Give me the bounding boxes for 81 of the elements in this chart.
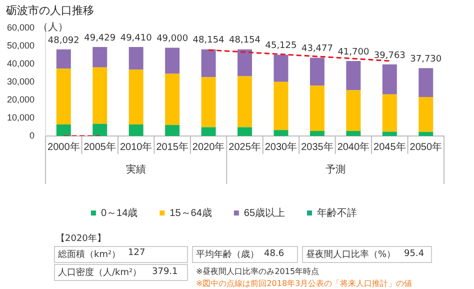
chart-title: 砺波市の人口推移 <box>6 3 94 18</box>
text: 実績 <box>126 164 146 176</box>
bar <box>382 94 397 132</box>
x-tick-label: 2030年 <box>264 140 298 153</box>
y-tick-label: 0 <box>30 130 35 140</box>
x-tick-label: 2010年 <box>120 140 152 153</box>
bar <box>56 68 71 124</box>
bar <box>238 127 252 136</box>
bar <box>165 125 180 136</box>
x-tick-label: 2015年 <box>156 140 188 153</box>
legend-label: 年齢不詳 <box>317 206 358 219</box>
bar <box>165 48 180 74</box>
bar <box>92 67 108 124</box>
total-label: 49,410 <box>120 33 152 44</box>
text: 昼夜間人口比率（%） <box>306 248 396 261</box>
total-label: 48,154 <box>192 36 225 46</box>
x-tick-label: 2020年 <box>192 140 225 153</box>
bar <box>346 90 361 131</box>
bar <box>165 74 180 126</box>
text: 48.6 <box>264 249 284 259</box>
bar <box>418 132 434 136</box>
text: ※図中の点線は前回2018年3月公表の「将来人口推計」の値 <box>196 278 412 289</box>
legend-label: 0～14歳 <box>100 206 138 219</box>
x-tick-label: 2025年 <box>228 140 261 153</box>
y-axis-title: （人） <box>38 21 68 34</box>
y-tick-label: 50,000 <box>6 40 35 50</box>
bar <box>310 86 324 131</box>
text: 379.1 <box>152 267 178 277</box>
total-label: 48,154 <box>229 36 261 46</box>
bar <box>382 64 397 94</box>
bar <box>201 77 216 128</box>
total-label: 41,700 <box>338 47 370 58</box>
text: 平均年齢（歳） <box>196 248 259 261</box>
total-label: 39,763 <box>374 50 406 61</box>
total-label: 37,730 <box>410 54 442 64</box>
bar <box>238 49 252 76</box>
bar <box>382 132 397 136</box>
bar <box>418 96 434 132</box>
total-label: 48,092 <box>48 36 80 46</box>
bar <box>56 124 71 136</box>
total-label: 49,000 <box>156 34 188 44</box>
bar <box>56 49 71 69</box>
bar <box>128 124 144 136</box>
x-tick-label: 2000年 <box>48 140 80 153</box>
bar <box>128 47 144 70</box>
x-tick-label: 2040年 <box>337 140 370 153</box>
y-tick-label: 40,000 <box>6 58 35 68</box>
x-tick-label: 2050年 <box>410 140 442 153</box>
bar <box>128 70 144 124</box>
total-label: 45,125 <box>265 41 297 52</box>
bar <box>418 68 434 97</box>
y-tick-label: 30,000 <box>6 76 35 86</box>
bar <box>346 60 361 90</box>
text: 【2020年】 <box>56 232 106 245</box>
bar <box>201 127 216 136</box>
bar <box>92 47 108 68</box>
bar <box>274 54 288 82</box>
legend-label: 65歳以上 <box>244 206 286 219</box>
x-tick-label: 2045年 <box>374 140 406 153</box>
bar <box>238 76 252 128</box>
total-label: 43,477 <box>301 44 333 54</box>
bar <box>274 82 288 130</box>
text: 予測 <box>325 164 346 176</box>
bar <box>346 130 361 136</box>
x-tick-label: 2035年 <box>301 140 334 153</box>
y-tick-label: 20,000 <box>6 94 35 104</box>
text: 総面積（km²） <box>58 248 121 261</box>
text: ※昼夜間人口比率のみ2015年時点 <box>196 266 320 277</box>
bar <box>201 49 216 78</box>
bar <box>310 58 324 86</box>
text: 127 <box>128 248 146 258</box>
text: 95.4 <box>404 249 424 259</box>
legend-label: 15～64歳 <box>170 206 212 219</box>
text: 人口密度（人/km²） <box>58 266 142 279</box>
bar <box>274 130 288 136</box>
bar <box>310 130 324 136</box>
total-label: 49,429 <box>84 33 116 44</box>
y-tick-label: 10,000 <box>6 112 35 122</box>
x-tick-label: 2005年 <box>84 140 116 153</box>
y-tick-label: 60,000 <box>6 22 35 32</box>
bar <box>92 124 108 136</box>
